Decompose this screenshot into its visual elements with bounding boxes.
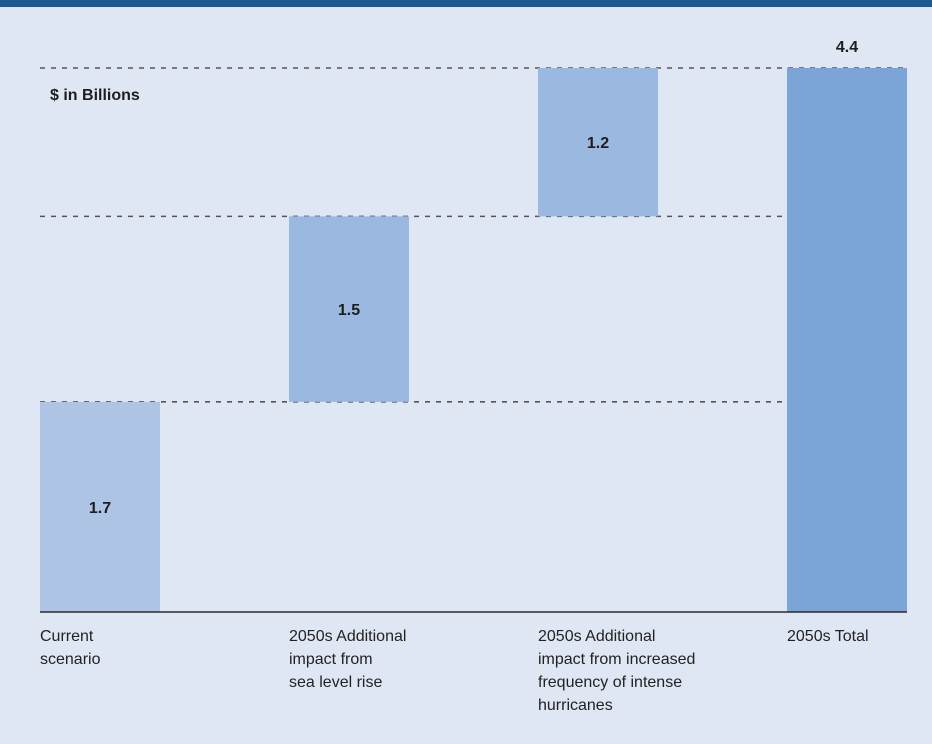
connector-lines <box>40 67 907 403</box>
value-label: 1.7 <box>89 500 111 517</box>
bar <box>538 68 658 217</box>
bar-group <box>40 68 907 612</box>
category-label: 2050s Additional impact from sea level ris… <box>289 628 406 691</box>
value-label: 4.4 <box>836 39 858 56</box>
value-label: 1.5 <box>338 302 360 319</box>
unit-label: $ in Billions <box>50 87 140 104</box>
category-label: Current scenario <box>40 628 101 668</box>
bar <box>289 216 409 402</box>
top-rule <box>0 0 932 7</box>
bar <box>40 401 160 612</box>
category-label-group: Current scenario 2050s Additional impact fr… <box>40 628 869 714</box>
bar <box>787 68 907 612</box>
value-label-group: 1.7 1.5 1.2 4.4 <box>89 39 858 517</box>
value-label: 1.2 <box>587 135 609 152</box>
category-label: 2050s Additional impact from increased fre… <box>538 628 695 714</box>
category-label: 2050s Total <box>787 628 869 645</box>
